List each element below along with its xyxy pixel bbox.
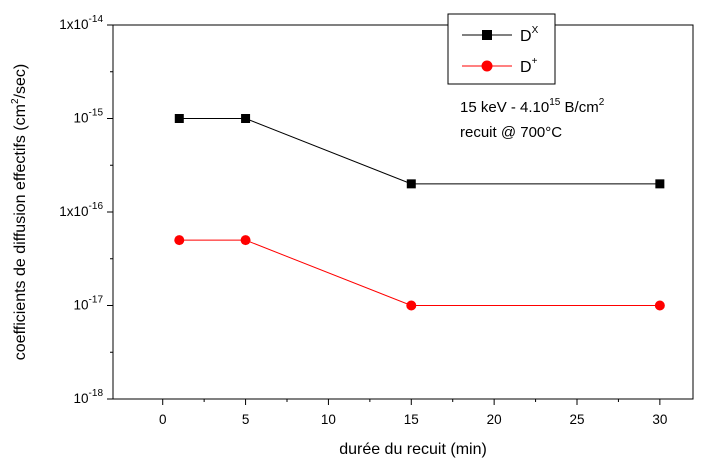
- y-tick-label: 10-18: [74, 388, 104, 406]
- y-tick-label: 10-15: [74, 108, 104, 126]
- x-tick-label: 20: [487, 412, 502, 427]
- series-line-0: [179, 118, 660, 185]
- y-tick-label: 1x10-16: [59, 201, 103, 219]
- series-1-point: [406, 300, 417, 311]
- x-axis-title: durée du recuit (min): [339, 441, 487, 458]
- series-0-point: [406, 179, 416, 189]
- plot-frame: [112, 24, 694, 400]
- series-0-point: [655, 179, 665, 189]
- legend-marker-dplus: [481, 60, 493, 72]
- x-tick-label: 30: [652, 412, 667, 427]
- x-tick-label: 5: [242, 412, 250, 427]
- series-0-point: [174, 114, 184, 123]
- x-axis-ticks: 0 5 10 15 20 25 30: [159, 399, 667, 427]
- series-layer: [174, 114, 665, 311]
- annotation-dose: 15 keV - 4.1015 B/cm2: [460, 97, 605, 116]
- series-1-point: [240, 235, 251, 246]
- y-axis-title: coefficients de diffusion effectifs (cm2…: [10, 64, 29, 360]
- x-tick-label: 25: [569, 412, 584, 427]
- x-tick-label: 15: [404, 412, 419, 427]
- annotation-anneal: recuit @ 700°C: [460, 124, 562, 141]
- legend-label-dplus: D+: [520, 56, 538, 76]
- y-tick-label: 1x10-14: [59, 14, 103, 32]
- series-1-point: [654, 300, 665, 311]
- legend-marker-dx: [482, 30, 492, 40]
- series-1-point: [174, 235, 185, 246]
- series-0-point: [241, 114, 251, 123]
- legend: DX D+: [447, 13, 556, 85]
- y-tick-label: 10-17: [74, 295, 104, 313]
- x-tick-label: 0: [159, 412, 167, 427]
- legend-label-dx: DX: [520, 25, 539, 45]
- x-tick-label: 10: [321, 412, 336, 427]
- legend-box: [447, 13, 556, 85]
- series-line-1: [179, 239, 660, 306]
- y-axis-ticks: 10-18 10-17 1x10-16 10-15 1x10-14: [59, 14, 113, 406]
